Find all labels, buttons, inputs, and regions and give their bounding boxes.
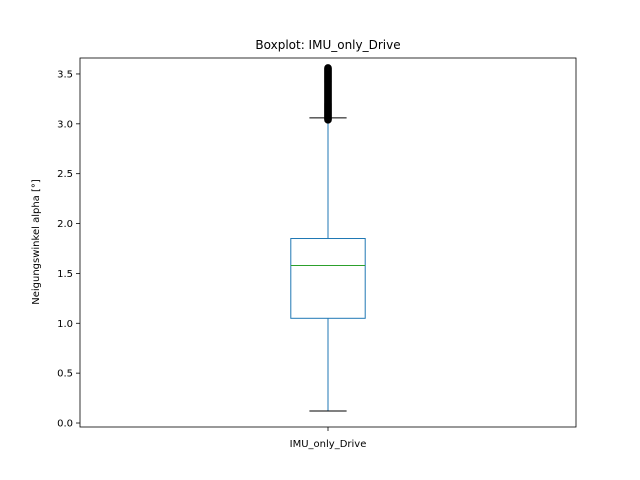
y-tick-label-7: 3.5 <box>57 69 73 80</box>
y-tick-label-5: 2.5 <box>57 169 73 180</box>
iqr-box <box>290 238 366 319</box>
y-tick-label-2: 1.0 <box>57 319 73 330</box>
axes-frame <box>79 57 577 428</box>
y-tick-label-0: 0.0 <box>57 419 73 430</box>
y-tick-label-4: 2.0 <box>57 219 73 230</box>
chart-title: Boxplot: IMU_only_Drive <box>255 38 400 52</box>
plot-area: 0.0 0.5 1.0 1.5 2.0 2.5 3.0 3.5 IMU_only_Drive <box>57 57 577 450</box>
y-tick-label-1: 0.5 <box>57 369 73 380</box>
y-tick-label-3: 1.5 <box>57 269 73 280</box>
y-axis-label: Neigungswinkel alpha [°] <box>31 179 42 305</box>
x-tick-label-0: IMU_only_Drive <box>290 439 367 450</box>
y-tick-label-6: 3.0 <box>57 119 73 130</box>
outlier-point-52 <box>324 64 332 72</box>
